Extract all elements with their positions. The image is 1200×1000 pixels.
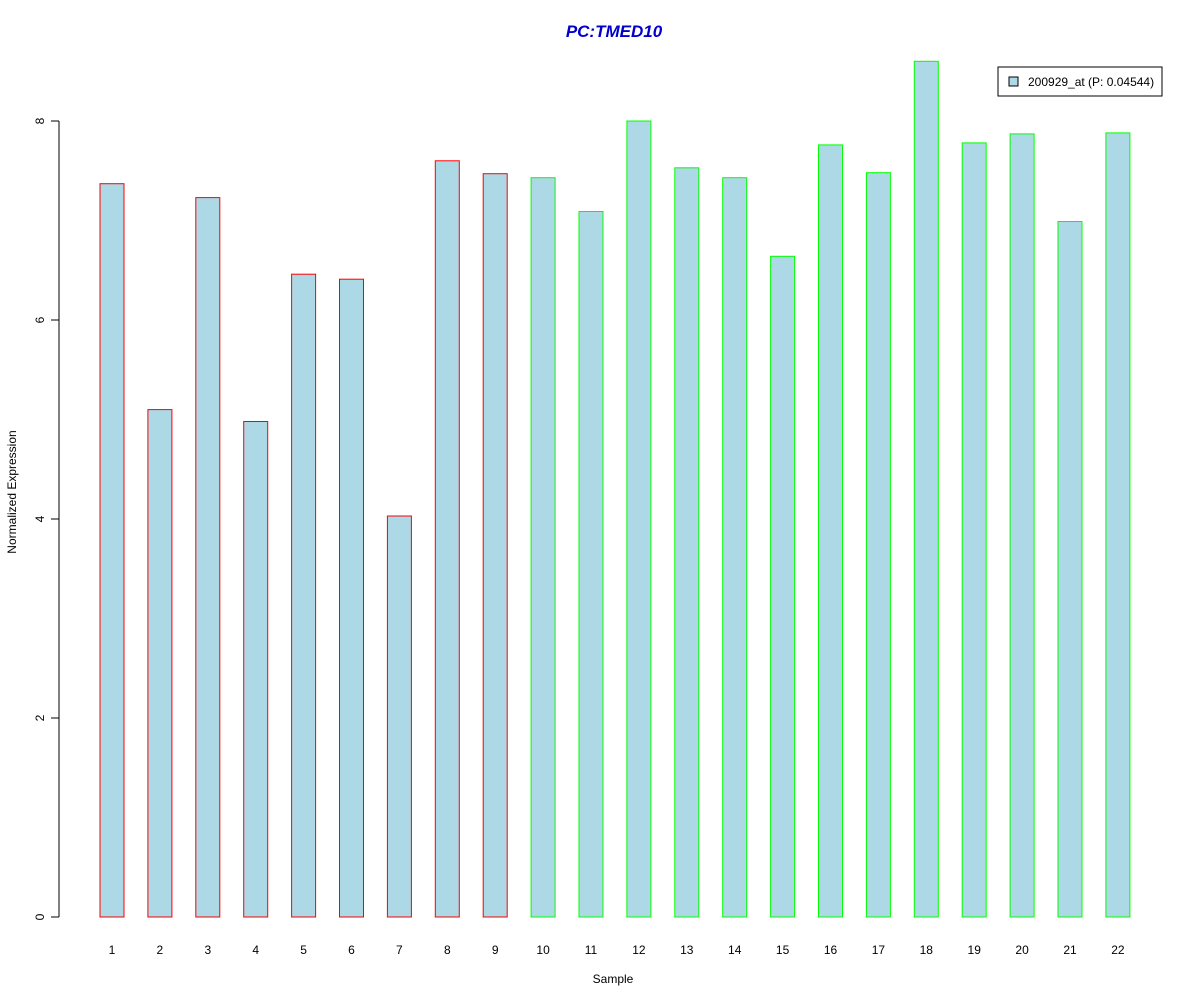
y-tick-label: 2 <box>33 714 47 721</box>
x-tick-label: 12 <box>632 943 646 957</box>
x-tick-label: 4 <box>252 943 259 957</box>
x-tick-label: 8 <box>444 943 451 957</box>
x-tick-labels: 1 2 3 4 5 6 7 8 9 10 11 12 13 14 15 16 17 18 19 20 21 22 <box>109 943 1125 957</box>
bar-sample-18 <box>913 60 939 918</box>
x-tick-label: 7 <box>396 943 403 957</box>
legend-swatch <box>1008 76 1019 87</box>
y-tick-label: 4 <box>33 515 47 522</box>
chart-title: PC:TMED10 <box>566 22 663 41</box>
x-tick-label: 6 <box>348 943 355 957</box>
x-tick-label: 17 <box>872 943 886 957</box>
bar-sample-1 <box>99 183 125 918</box>
bar-sample-3 <box>195 197 221 918</box>
bar-sample-7 <box>386 515 412 918</box>
bar-sample-21 <box>1057 221 1083 918</box>
x-tick-label: 19 <box>968 943 982 957</box>
bar-sample-20 <box>1009 133 1035 918</box>
x-tick-label: 10 <box>536 943 550 957</box>
legend-box <box>997 66 1163 97</box>
x-tick-label: 11 <box>585 943 598 957</box>
y-axis: 0 2 4 6 8 <box>33 117 60 920</box>
y-axis-label: Normalized Expression <box>5 430 19 553</box>
bar-sample-9 <box>482 173 508 918</box>
bar-sample-13 <box>674 167 700 918</box>
x-tick-label: 3 <box>204 943 211 957</box>
x-tick-label: 18 <box>920 943 934 957</box>
bar-sample-11 <box>578 211 604 918</box>
y-tick-label: 0 <box>33 913 47 920</box>
x-tick-label: 13 <box>680 943 694 957</box>
x-tick-label: 16 <box>824 943 838 957</box>
bar-sample-6 <box>339 278 364 918</box>
legend: 200929_at (P: 0.04544) <box>997 66 1163 97</box>
x-tick-label: 1 <box>109 943 116 957</box>
bar-sample-5 <box>291 273 317 918</box>
bar-sample-12 <box>626 120 652 918</box>
x-tick-label: 14 <box>728 943 742 957</box>
y-tick-label: 8 <box>33 117 47 124</box>
x-axis-label: Sample <box>593 972 634 986</box>
bar-sample-15 <box>770 255 796 918</box>
x-tick-label: 2 <box>157 943 164 957</box>
x-tick-label: 20 <box>1015 943 1029 957</box>
bars <box>99 60 1131 918</box>
bar-sample-22 <box>1105 132 1131 918</box>
bar-sample-17 <box>865 172 891 918</box>
y-tick-label: 6 <box>33 316 47 323</box>
x-tick-label: 22 <box>1111 943 1125 957</box>
bar-sample-8 <box>434 160 460 918</box>
bar-sample-10 <box>530 177 556 918</box>
legend-entry: 200929_at (P: 0.04544) <box>1028 75 1154 89</box>
bar-sample-19 <box>961 142 987 918</box>
x-tick-label: 21 <box>1063 943 1077 957</box>
bar-sample-4 <box>243 421 269 918</box>
x-tick-label: 5 <box>300 943 307 957</box>
bar-sample-14 <box>722 177 748 918</box>
bar-sample-2 <box>147 409 173 918</box>
x-tick-label: 9 <box>492 943 499 957</box>
x-tick-label: 15 <box>776 943 790 957</box>
bar-sample-16 <box>818 144 843 918</box>
